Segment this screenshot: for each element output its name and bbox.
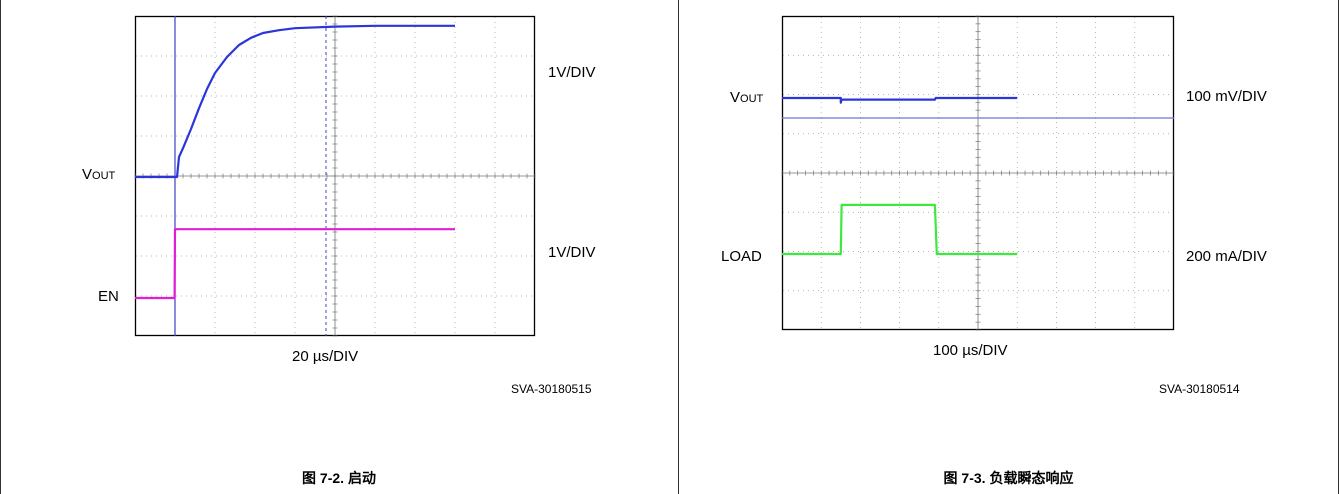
startup-en-scale: 1V/DIV bbox=[548, 244, 596, 261]
transient-load-label: LOAD bbox=[721, 248, 762, 265]
startup-vout-label: VOUT bbox=[82, 166, 116, 183]
startup-time-scale: 20 µs/DIV bbox=[292, 348, 359, 365]
startup-figure-code: SVA-30180515 bbox=[511, 382, 592, 396]
transient-load-scale: 200 mA/DIV bbox=[1186, 248, 1267, 265]
transient-caption: 图 7-3. 负载瞬态响应 bbox=[943, 470, 1074, 486]
startup-trace-vout bbox=[135, 24, 455, 179]
transient-figure-code: SVA-30180514 bbox=[1159, 382, 1240, 396]
startup-caption: 图 7-2. 启动 bbox=[302, 470, 376, 486]
startup-en-label: EN bbox=[98, 288, 119, 305]
load-transient-scope-plot bbox=[781, 15, 1175, 331]
figure-frame-left bbox=[0, 0, 1, 494]
transient-trace-vout bbox=[782, 96, 1018, 104]
transient-trace-load bbox=[782, 203, 1018, 256]
transient-vout-scale: 100 mV/DIV bbox=[1186, 88, 1267, 105]
figure-frame-right bbox=[1338, 0, 1339, 494]
figure-frame-divider bbox=[678, 0, 679, 494]
transient-time-scale: 100 µs/DIV bbox=[933, 342, 1008, 359]
startup-trace-en bbox=[135, 228, 455, 300]
startup-vout-scale: 1V/DIV bbox=[548, 64, 596, 81]
startup-scope-plot bbox=[134, 15, 536, 337]
transient-vout-label: VOUT bbox=[730, 89, 764, 106]
